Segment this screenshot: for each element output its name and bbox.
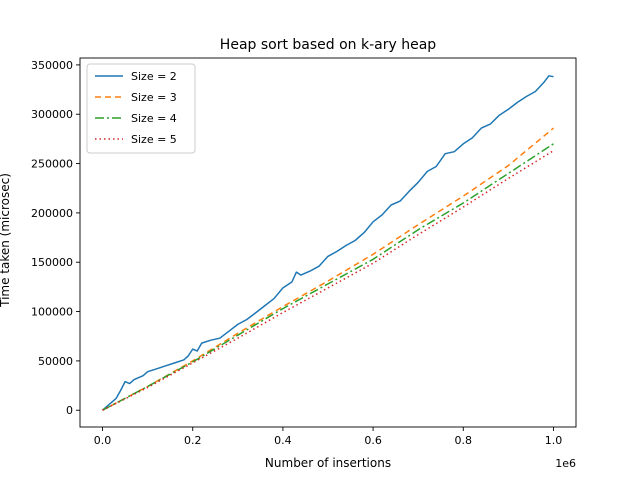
legend-box [86, 63, 196, 154]
x-tick-label: 1.0 [545, 434, 563, 447]
x-axis-offset-label: 1e6 [555, 457, 576, 470]
y-tick-label: 250000 [31, 158, 73, 171]
y-tick-label: 100000 [31, 306, 73, 319]
y-tick-label: 300000 [31, 108, 73, 121]
legend: Size = 2 Size = 3 Size = 4 Size = 5 [86, 63, 196, 154]
y-tick-label: 50000 [38, 355, 73, 368]
y-tick-label: 0 [66, 404, 73, 417]
series-line-size-5 [102, 150, 554, 411]
y-tick-label: 150000 [31, 256, 73, 269]
x-tick-label: 0.0 [94, 434, 112, 447]
plot-frame [79, 57, 577, 428]
y-axis-label: Time taken (microsec) [0, 173, 12, 308]
legend-label: Size = 3 [131, 91, 177, 104]
series-line-size-2 [102, 75, 554, 411]
legend-label: Size = 4 [131, 112, 177, 125]
legend-label: Size = 5 [131, 133, 177, 146]
x-tick-label: 0.6 [364, 434, 382, 447]
y-tick-label: 350000 [31, 59, 73, 72]
series-line-size-3 [102, 127, 554, 411]
x-tick-label: 0.8 [455, 434, 473, 447]
y-tick-label: 200000 [31, 207, 73, 220]
x-axis-label: Number of insertions [265, 456, 391, 470]
x-axis: 0.0 0.2 0.4 0.6 0.8 1.0 [94, 427, 562, 447]
legend-label: Size = 2 [131, 70, 177, 83]
series-line-size-4 [102, 143, 554, 411]
x-tick-label: 0.4 [274, 434, 292, 447]
y-axis: 0 50000 100000 150000 200000 250000 300000 3500… [31, 59, 80, 417]
x-tick-label: 0.2 [184, 434, 202, 447]
plot-area [79, 57, 577, 428]
chart-title: Heap sort based on k-ary heap [220, 37, 437, 53]
